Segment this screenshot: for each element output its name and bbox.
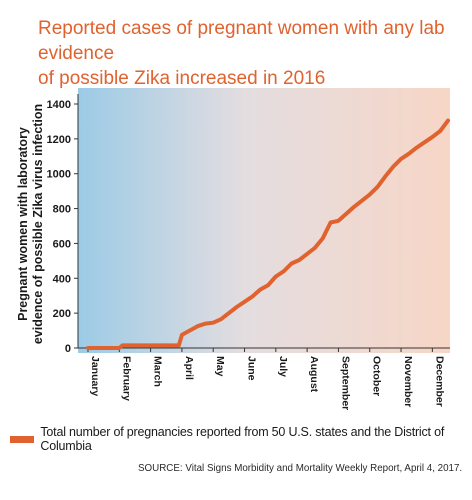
chart-title-line-1: Reported cases of pregnant women with an… [38, 18, 445, 64]
y-axis-label: Pregnant women with laboratoryevidence o… [16, 104, 45, 344]
x-tick-label: January [89, 356, 101, 396]
y-tick-label: 400 [53, 273, 71, 285]
y-axis-label-line-2: evidence of possible Zika virus infectio… [31, 104, 45, 344]
x-tick-label: December [433, 356, 445, 407]
x-tick-label: March [152, 356, 164, 387]
chart-title-line-2: of possible Zika increased in 2016 [38, 68, 326, 89]
chart-title: Reported cases of pregnant women with an… [38, 16, 458, 91]
y-tick-label: 1000 [47, 169, 71, 181]
source-note: SOURCE: Vital Signs Morbidity and Mortal… [138, 463, 463, 474]
x-tick-label: May [214, 356, 226, 377]
y-tick-label: 1200 [47, 134, 71, 146]
y-tick-label: 0 [65, 343, 71, 355]
x-tick-label: June [246, 356, 258, 381]
x-tick-label: February [120, 356, 132, 401]
y-axis-label-line-1: Pregnant women with laboratory [16, 127, 30, 321]
x-tick-label: November [402, 356, 414, 407]
y-tick-label: 200 [53, 308, 71, 320]
x-tick-label: August [308, 356, 320, 393]
plot-background [78, 88, 450, 353]
y-tick-label: 600 [53, 238, 71, 250]
x-tick-label: July [277, 356, 289, 377]
legend-label: Total number of pregnancies reported fro… [40, 425, 445, 453]
legend: Total number of pregnancies reported fro… [10, 425, 470, 453]
y-tick-label: 1400 [47, 99, 71, 111]
legend-swatch [10, 435, 35, 443]
x-tick-label: April [183, 356, 195, 380]
zika-line-chart: 0 200 400 600 800 1000 1200 1400 January Februar… [16, 88, 450, 410]
x-tick-label: October [371, 356, 383, 396]
y-tick-label: 800 [53, 204, 71, 216]
series-line [86, 118, 450, 350]
x-tick-label: September [339, 356, 351, 410]
